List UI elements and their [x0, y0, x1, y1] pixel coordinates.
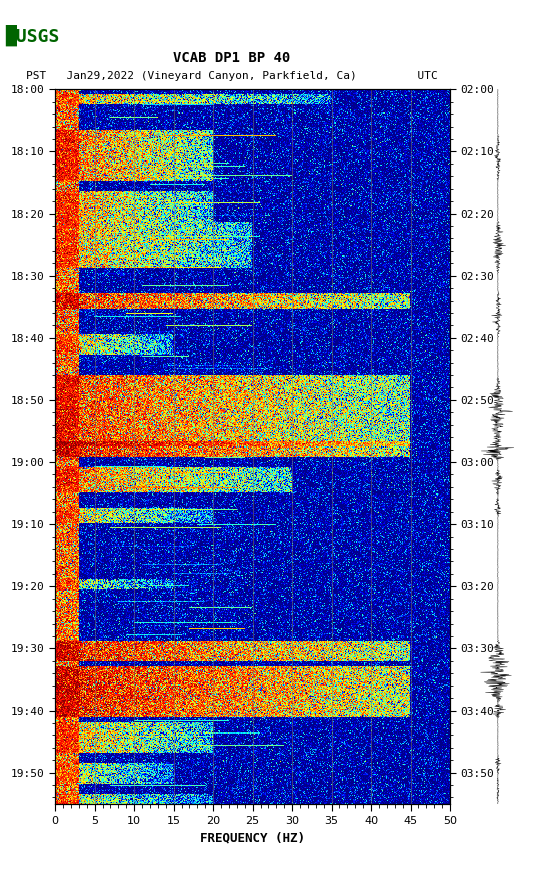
Text: VCAB DP1 BP 40: VCAB DP1 BP 40: [173, 51, 290, 65]
X-axis label: FREQUENCY (HZ): FREQUENCY (HZ): [200, 831, 305, 844]
Text: █USGS: █USGS: [6, 25, 60, 46]
Text: PST   Jan29,2022 (Vineyard Canyon, Parkfield, Ca)         UTC: PST Jan29,2022 (Vineyard Canyon, Parkfie…: [26, 71, 438, 81]
